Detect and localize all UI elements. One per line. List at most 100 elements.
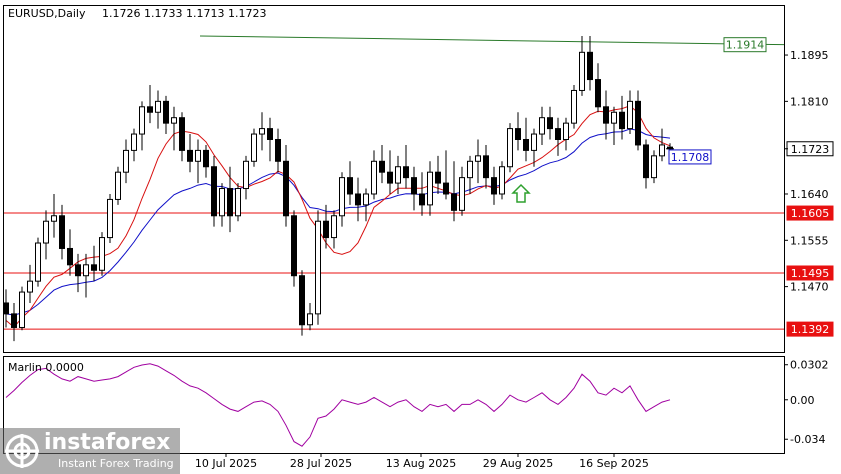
candle (299, 270, 305, 336)
candle (547, 106, 553, 140)
candle (275, 128, 281, 173)
candle (115, 166, 121, 205)
candle (163, 95, 169, 135)
candle (11, 302, 17, 342)
price-tick-label: 1.1640 (790, 188, 829, 201)
price-tick-label: 1.1470 (790, 281, 829, 294)
time-tick-label: 28 Jul 2025 (290, 457, 352, 470)
candle (339, 172, 345, 227)
candle (659, 128, 665, 162)
price-label-text: 1.1605 (791, 207, 830, 220)
price-label-1-1723: 1.1723 (786, 141, 834, 157)
oscillator-tick-label: 0.0302 (790, 359, 829, 372)
candle (195, 139, 201, 184)
candle (483, 144, 489, 189)
candle (587, 35, 593, 91)
candle (283, 144, 289, 227)
candle (155, 90, 161, 129)
oscillator-layer: 0.0302 0.00 -0.034 (5, 359, 829, 447)
candle (395, 155, 401, 194)
candle (475, 139, 481, 184)
candle (179, 112, 185, 162)
candle (507, 123, 513, 173)
candle (371, 150, 377, 200)
candle (411, 166, 417, 211)
candle (83, 253, 89, 298)
candle (579, 35, 585, 96)
price-label-1-1914: 1.1914 (723, 37, 767, 53)
candle (491, 166, 497, 205)
watermark-brand: instaforex (44, 430, 171, 455)
candle (123, 139, 129, 184)
candle (131, 128, 137, 162)
candle (59, 204, 65, 260)
price-label-1-1495: 1.1495 (786, 265, 834, 281)
candle (35, 237, 41, 287)
candle (603, 90, 609, 140)
time-tick-label: 29 Aug 2025 (483, 457, 553, 470)
oscillator-tick-label: 0.00 (790, 394, 815, 407)
candle (563, 117, 569, 151)
candle (75, 253, 81, 293)
candle (459, 166, 465, 216)
price-label-text: 1.1495 (791, 267, 830, 280)
candle (91, 245, 97, 282)
candle (171, 106, 177, 151)
candle (147, 85, 153, 124)
price-axis: 1.1914 1.1708 1.1723 1.1605 1.1495 1.1392 1.18… (668, 37, 834, 337)
time-tick-label: 10 Jul 2025 (195, 457, 257, 470)
indicator-label: Marlin 0.0000 (8, 361, 84, 374)
candle (51, 193, 57, 238)
price-label-1-1605: 1.1605 (786, 205, 834, 221)
candle (571, 85, 577, 129)
ohlc-readout: 1.1726 1.1733 1.1713 1.1723 (102, 7, 266, 20)
candle (331, 210, 337, 249)
price-label-text: 1.1914 (726, 39, 765, 52)
buy-arrow-icon (511, 183, 531, 203)
candle (403, 144, 409, 189)
trend-line (199, 35, 785, 46)
price-label-1-1392: 1.1392 (786, 321, 834, 337)
candle (523, 117, 529, 162)
candle (451, 161, 457, 222)
marlin-line (5, 363, 671, 447)
candle (67, 229, 73, 276)
price-tick-label: 1.1555 (790, 234, 829, 247)
candle (3, 289, 9, 328)
price-label-text: 1.1708 (671, 151, 710, 164)
moving-averages-layer (5, 105, 671, 328)
candle (435, 155, 441, 194)
price-tick-label: 1.1895 (790, 49, 829, 62)
symbol-label: EURUSD,Daily (8, 7, 86, 20)
candle (443, 150, 449, 200)
time-tick-label: 13 Aug 2025 (386, 457, 456, 470)
candle (99, 232, 105, 276)
candle (19, 286, 25, 331)
candle (611, 106, 617, 145)
candle (515, 112, 521, 151)
candle (363, 188, 369, 222)
candle (467, 155, 473, 194)
candle (355, 177, 361, 222)
candle (307, 302, 313, 331)
price-label-text: 1.1723 (791, 143, 830, 156)
candle (227, 166, 233, 233)
candle (323, 204, 329, 249)
candle (643, 139, 649, 189)
candle (203, 144, 209, 178)
watermark-tagline: Instant Forex Trading (58, 457, 174, 470)
price-label-1-1708: 1.1708 (668, 149, 712, 165)
candle (635, 90, 641, 151)
candle (619, 95, 625, 140)
time-axis: 10 Jul 2025 28 Jul 2025 13 Aug 2025 29 Aug … (195, 453, 649, 470)
candle (291, 210, 297, 287)
candle (539, 106, 545, 145)
levels-layer (4, 35, 785, 330)
candle (27, 264, 33, 303)
oscillator-tick-label: -0.034 (790, 433, 825, 446)
candle (107, 193, 113, 244)
instaforex-logo-icon (5, 434, 39, 468)
candle (379, 144, 385, 184)
instaforex-logo: instaforex Instant Forex Trading (0, 428, 180, 474)
